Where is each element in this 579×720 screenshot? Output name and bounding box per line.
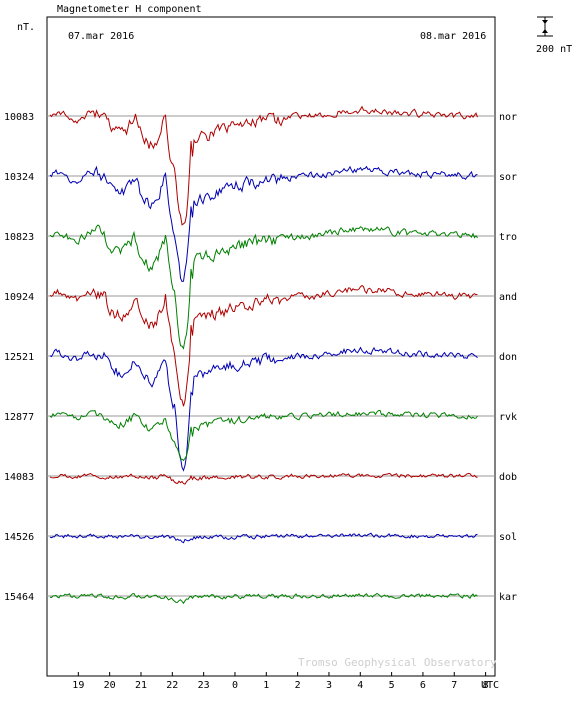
- baseline-value-sor: 10324: [4, 172, 34, 183]
- x-tick-4: 4: [357, 680, 363, 691]
- trace-kar: [49, 592, 478, 605]
- scale-bar: [537, 16, 553, 37]
- y-unit-label: nT.: [17, 22, 35, 33]
- x-tick-3: 3: [326, 680, 332, 691]
- station-label-tro: tro: [499, 232, 517, 243]
- x-tick-2: 2: [295, 680, 301, 691]
- date-left: 07.mar 2016: [68, 31, 134, 42]
- scale-bar-label: 200 nT: [536, 44, 572, 55]
- baseline-value-sol: 14526: [4, 532, 34, 543]
- plot-frame: [46, 16, 496, 677]
- date-right: 08.mar 2016: [420, 31, 486, 42]
- station-label-nor: nor: [499, 112, 517, 123]
- trace-group: [49, 105, 478, 605]
- x-tick-23: 23: [198, 680, 210, 691]
- x-tick-0: 0: [232, 680, 238, 691]
- x-tick-1: 1: [263, 680, 269, 691]
- trace-tro: [49, 224, 478, 350]
- station-label-and: and: [499, 292, 517, 303]
- trace-rvk: [49, 409, 478, 462]
- x-tick-20: 20: [104, 680, 116, 691]
- x-tick-19: 19: [72, 680, 84, 691]
- chart-title: Magnetometer H component: [57, 4, 202, 15]
- observatory-credit: Tromso Geophysical Observatory: [298, 656, 497, 669]
- x-tick-8: 8: [483, 680, 489, 691]
- station-label-sol: sol: [499, 532, 517, 543]
- baseline-value-kar: 15464: [4, 592, 34, 603]
- baseline-value-rvk: 12877: [4, 412, 34, 423]
- x-tick-21: 21: [135, 680, 147, 691]
- station-label-dob: dob: [499, 472, 517, 483]
- trace-dob: [49, 472, 478, 485]
- x-tick-22: 22: [166, 680, 178, 691]
- trace-nor: [49, 105, 478, 226]
- x-axis: 19 20 21 22 23 0 1 2 3 4 5 6 7 8: [72, 672, 489, 691]
- trace-sol: [49, 532, 478, 544]
- x-tick-5: 5: [389, 680, 395, 691]
- trace-and: [49, 284, 478, 407]
- x-tick-7: 7: [451, 680, 457, 691]
- baseline-value-dob: 14083: [4, 472, 34, 483]
- baseline-value-don: 12521: [4, 352, 34, 363]
- station-label-kar: kar: [499, 592, 517, 603]
- baseline-value-tro: 10823: [4, 232, 34, 243]
- baseline-value-nor: 10083: [4, 112, 34, 123]
- baseline-value-and: 10924: [4, 292, 34, 303]
- trace-don: [49, 346, 478, 472]
- trace-sor: [49, 165, 478, 282]
- x-tick-6: 6: [420, 680, 426, 691]
- station-label-sor: sor: [499, 172, 517, 183]
- station-label-don: don: [499, 352, 517, 363]
- label-group: 10083 nor 10324 sor 10823 tro 10924 and 12521 don…: [4, 112, 517, 603]
- x-axis-label: UTC: [481, 680, 499, 691]
- station-label-rvk: rvk: [499, 412, 517, 423]
